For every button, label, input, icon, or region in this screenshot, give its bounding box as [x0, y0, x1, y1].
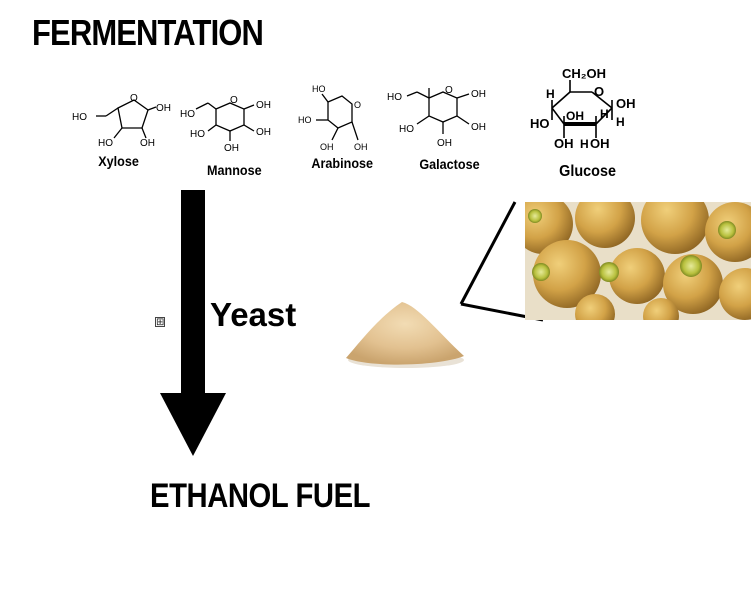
arabinose-label: Arabinose [311, 155, 374, 171]
galactose-structure: HO OH HO OH OH O [383, 84, 493, 154]
glucose-h-3: H [616, 115, 625, 129]
glucose-ring-oxygen: O [594, 84, 604, 99]
xylose-ho-2: HO [98, 138, 113, 149]
process-arrow [160, 190, 230, 465]
xylose-oh-1: OH [156, 103, 171, 114]
glucose-structure: CH₂OH H O OH HO OH H H OH H OH [530, 66, 640, 162]
arabinose-oh-2: OH [354, 142, 368, 152]
glucose-ch2oh: CH₂OH [562, 66, 606, 81]
arabinose-structure: HO HO OH OH O [296, 82, 376, 158]
arabinose-oh-1: OH [320, 142, 334, 152]
galactose-oh-2: OH [471, 122, 486, 133]
product-label: ETHANOL FUEL [150, 477, 371, 515]
glucose-oh-3: OH [554, 136, 574, 151]
xylose-ho-1: HO [72, 112, 87, 123]
glucose-oh-4: OH [590, 136, 610, 151]
arabinose-ring-oxygen: O [354, 100, 361, 110]
mannose-label: Mannose [207, 162, 262, 178]
mannose-oh-1: OH [256, 100, 271, 111]
galactose-ho-1: HO [387, 92, 402, 103]
yeast-micrograph-image [525, 202, 751, 320]
mannose-oh-3: OH [224, 143, 239, 154]
galactose-oh-1: OH [471, 89, 486, 100]
arabinose-ho-2: HO [298, 115, 312, 125]
mannose-ho-2: HO [190, 129, 205, 140]
diagram-title: FERMENTATION [32, 12, 264, 53]
arrow-head [160, 393, 226, 456]
glucose-oh-1: OH [616, 96, 636, 111]
galactose-ring-oxygen: O [445, 85, 453, 96]
mannose-ho-1: HO [180, 109, 195, 120]
xylose-label: Xylose [98, 153, 139, 169]
glucose-ho-1: HO [530, 116, 550, 131]
galactose-label: Galactose [419, 156, 480, 172]
glucose-h-2: H [600, 107, 609, 121]
yeast-label: Yeast [210, 296, 297, 333]
glucose-h-4: H [580, 137, 589, 151]
arrow-shaft [181, 190, 205, 395]
glucose-h-1: H [546, 87, 555, 101]
galactose-oh-3: OH [437, 138, 452, 149]
mannose-oh-2: OH [256, 127, 271, 138]
xylose-ring-oxygen: O [130, 93, 138, 104]
xylose-structure: HO OH HO OH O [70, 90, 180, 150]
xylose-oh-2: OH [140, 138, 155, 149]
yeast-powder-image [340, 292, 470, 377]
glucose-oh-2: OH [566, 109, 584, 123]
mannose-ring-oxygen: O [230, 95, 238, 106]
glucose-label: Glucose [559, 163, 616, 180]
expand-icon[interactable]: ⊞ [155, 317, 165, 328]
galactose-ho-2: HO [399, 124, 414, 135]
arabinose-ho-1: HO [312, 84, 326, 94]
mannose-structure: HO OH HO OH OH O [178, 95, 278, 159]
